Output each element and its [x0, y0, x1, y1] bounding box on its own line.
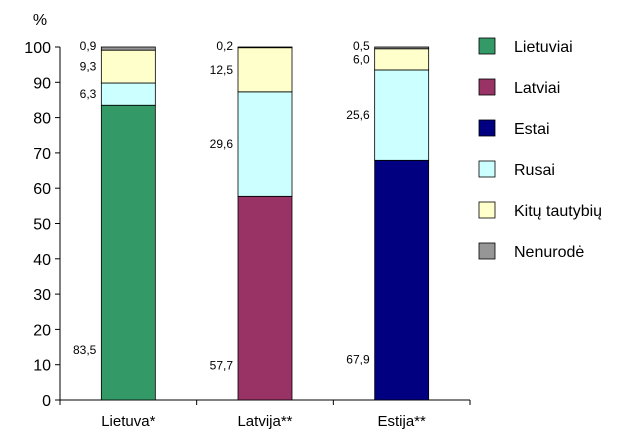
bar-segment [100, 46, 156, 51]
y-tick-label: 20 [33, 322, 51, 339]
data-label: 6,3 [80, 87, 97, 101]
data-label: 0,2 [216, 39, 233, 53]
legend-swatch [478, 242, 496, 260]
legend-swatch [478, 201, 496, 219]
bar-segment [100, 104, 156, 401]
y-axis-label: % [33, 12, 47, 29]
x-tick-label: Latvija** [237, 413, 292, 430]
legend-swatch [478, 78, 496, 96]
data-labels: 83,5 6,3 9,3 0,9 57,7 29,6 12,5 0,2 67,9 25,6 6,00… [73, 39, 370, 372]
bar-segment [100, 49, 156, 84]
y-tick-label: 50 [33, 217, 51, 234]
bar-segment [374, 69, 430, 161]
y-tick-label: 80 [33, 111, 51, 128]
data-label: 67,9 [346, 352, 370, 366]
y-tick-label: 40 [33, 252, 51, 269]
data-label: 9,3 [80, 60, 97, 74]
data-label: 29,6 [210, 137, 234, 151]
data-label: 57,7 [210, 358, 234, 372]
x-tick-label: Estija** [377, 413, 426, 430]
legend-label: Rusai [514, 162, 555, 179]
bar-segment [237, 195, 293, 401]
bar-segment [374, 46, 430, 50]
legend-label: Lietuviai [514, 39, 573, 56]
bar-segment [237, 47, 293, 93]
data-label: 83,5 [73, 343, 97, 357]
legend: Lietuviai Latviai Estai Rusai Kitų tautybių N… [478, 37, 602, 261]
legend-swatch [478, 119, 496, 137]
y-tick-label: 60 [33, 181, 51, 198]
y-tick-label: 0 [42, 393, 51, 410]
legend-label: Nenurodė [514, 244, 584, 261]
legend-label: Latviai [514, 80, 560, 97]
data-label: 0,9 [80, 39, 97, 53]
y-tick-label: 30 [33, 287, 51, 304]
x-tick-label: Lietuva* [101, 413, 155, 430]
bar-segment [374, 48, 430, 71]
data-label: 0,5 [353, 39, 370, 53]
data-label: 25,6 [346, 108, 370, 122]
bar-segment [100, 82, 156, 106]
legend-label: Estai [514, 121, 550, 138]
axes: % 0 10 20 30 40 50 60 70 80 90 100 Lietuva* Latvija**… [24, 12, 471, 430]
legend-swatch [478, 160, 496, 178]
y-tick-label: 100 [24, 40, 51, 57]
data-label: 6,0 [353, 52, 370, 66]
y-tick-label: 70 [33, 146, 51, 163]
bar-segment [237, 91, 293, 197]
data-label: 12,5 [210, 63, 234, 77]
bars [100, 46, 430, 401]
y-tick-label: 10 [33, 358, 51, 375]
legend-swatch [478, 37, 496, 55]
bar-segment [374, 159, 430, 401]
y-tick-label: 90 [33, 75, 51, 92]
legend-label: Kitų tautybių [514, 203, 602, 220]
bar-segment [237, 46, 293, 49]
